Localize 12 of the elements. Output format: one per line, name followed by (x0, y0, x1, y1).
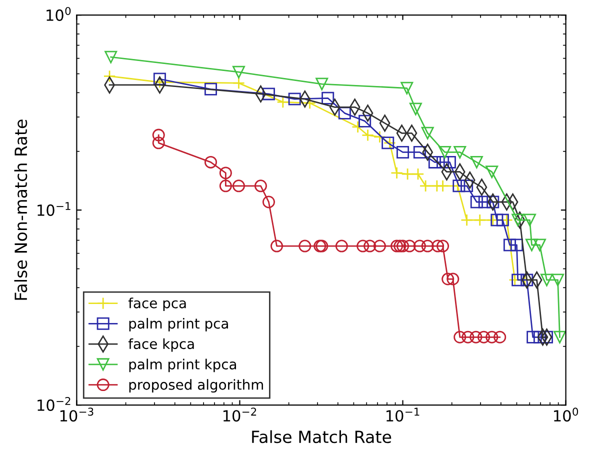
x-tick-label: 10$^{−2}$ (223, 408, 256, 422)
x-tick-label: 10$^{−1}$ (386, 408, 420, 422)
legend-label: face pca (128, 298, 186, 312)
y-tick-label: 10$^{−1}$ (38, 202, 70, 216)
legend-label: palm print kpca (129, 358, 236, 372)
legend-label: palm print pca (129, 318, 228, 332)
legend-label: face kpca (128, 338, 194, 352)
legend-label: proposed algorithm (129, 379, 263, 393)
y-axis-title: False Non-match Rate (14, 120, 28, 300)
x-axis-title: False Match Rate (252, 430, 392, 444)
x-tick-label: 10$^{0}$ (554, 408, 578, 422)
y-tick-label: 10$^{0}$ (46, 6, 71, 21)
